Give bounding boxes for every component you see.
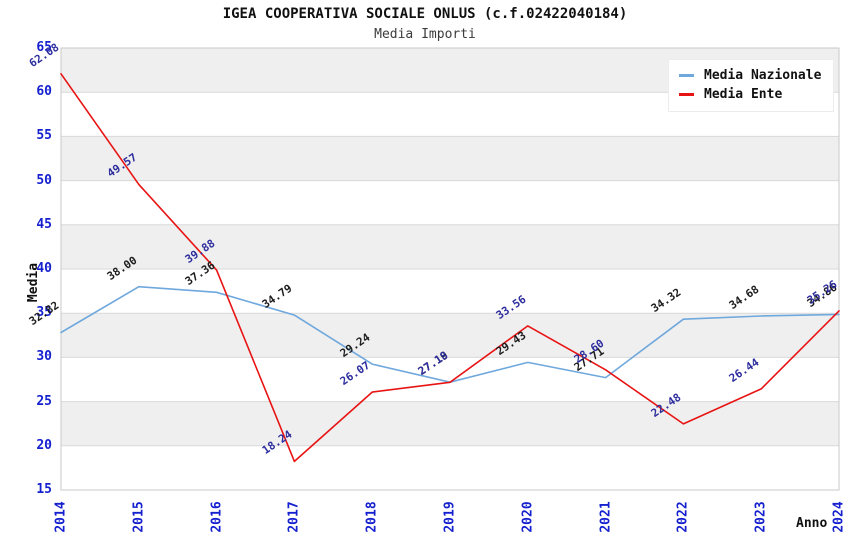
- y-tick-label: 50: [36, 172, 52, 188]
- y-tick-label: 30: [36, 349, 52, 365]
- media-ente-line: [60, 73, 840, 463]
- x-tick-label: 2019: [442, 501, 458, 533]
- legend: Media Nazionale Media Ente: [668, 59, 834, 112]
- y-tick-label: 65: [36, 40, 52, 55]
- chart-title: IGEA COOPERATIVA SOCIALE ONLUS (c.f.0242…: [222, 6, 628, 22]
- legend-item-media-nazionale: Media Nazionale: [679, 66, 825, 85]
- y-tick-label: 35: [36, 305, 52, 321]
- y-tick-label: 40: [36, 261, 52, 276]
- grid-band: [61, 357, 839, 402]
- grid-band: [61, 401, 839, 446]
- plot-border: [60, 47, 840, 491]
- chart-subtitle: Media Importi: [374, 27, 476, 42]
- legend-item-media-ente: Media Ente: [679, 85, 825, 104]
- y-tick-label: 60: [36, 84, 52, 100]
- y-tick-label: 55: [36, 128, 52, 144]
- x-axis-title: Anno: [796, 516, 828, 531]
- x-tick-label: 2023: [753, 501, 769, 533]
- media-ente-line-swatch: [679, 93, 694, 96]
- grid-band: [61, 269, 839, 314]
- x-tick-label: 2017: [286, 501, 302, 533]
- x-tick-label: 2022: [675, 501, 691, 533]
- x-tick-label: 2020: [520, 501, 536, 533]
- grid-band: [61, 313, 839, 358]
- y-tick-label: 25: [36, 393, 52, 409]
- y-tick-label: 15: [36, 482, 52, 497]
- x-tick-label: 2018: [364, 501, 380, 533]
- media-nazionale-line-swatch: [679, 74, 694, 77]
- y-axis-title: Media: [26, 262, 42, 303]
- x-tick-label: 2021: [598, 501, 614, 533]
- y-tick-label: 20: [36, 437, 52, 453]
- y-tick-label: 45: [36, 216, 52, 232]
- grid-band: [61, 180, 839, 225]
- x-tick-label: 2016: [209, 501, 225, 533]
- legend-label-media-nazionale: Media Nazionale: [704, 68, 822, 83]
- legend-label-media-ente: Media Ente: [704, 87, 783, 102]
- grid-band: [61, 136, 839, 181]
- grid-band: [61, 224, 839, 269]
- x-tick-label: 2024: [831, 501, 847, 533]
- x-tick-label: 2015: [131, 501, 147, 533]
- x-tick-label: 2014: [53, 501, 69, 533]
- grid-band: [61, 445, 839, 490]
